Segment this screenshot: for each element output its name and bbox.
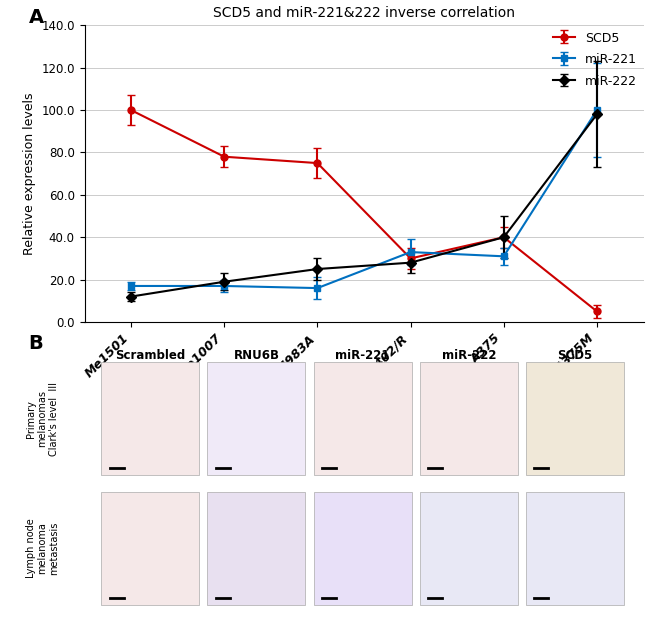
Text: SCD5: SCD5 [558, 349, 593, 363]
Bar [526, 492, 624, 605]
Text: Lymph node
melanoma
metastasis: Lymph node melanoma metastasis [26, 519, 59, 578]
Text: miR-222: miR-222 [441, 349, 496, 363]
Text: A: A [29, 8, 44, 27]
Bar [207, 362, 306, 475]
Bar [420, 492, 517, 605]
Text: RNU6B: RNU6B [233, 349, 280, 363]
Bar [420, 362, 517, 475]
Title: SCD5 and miR-221&222 inverse correlation: SCD5 and miR-221&222 inverse correlation [213, 6, 515, 20]
Bar [314, 492, 411, 605]
Y-axis label: Relative expression levels: Relative expression levels [23, 93, 36, 255]
Bar [101, 492, 199, 605]
Text: miR-221: miR-221 [335, 349, 390, 363]
Bar [207, 492, 306, 605]
Text: Scrambled: Scrambled [115, 349, 185, 363]
Bar [101, 362, 199, 475]
Legend: SCD5, miR-221, miR-222: SCD5, miR-221, miR-222 [552, 32, 637, 88]
Bar [314, 362, 411, 475]
Bar [526, 362, 624, 475]
Text: Primary
melanomas
Clark's level  III: Primary melanomas Clark's level III [26, 382, 59, 456]
Text: B: B [29, 334, 44, 353]
